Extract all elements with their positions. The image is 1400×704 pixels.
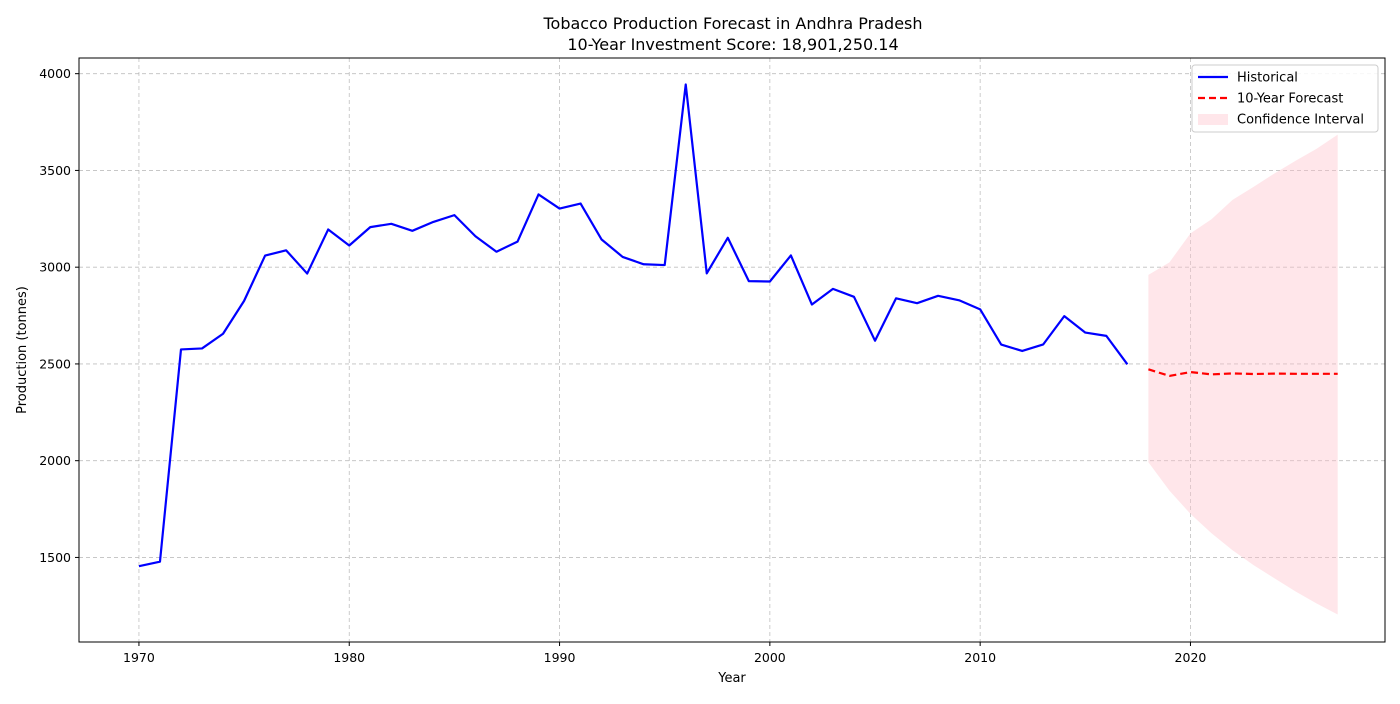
plot-data xyxy=(138,83,1338,615)
y-tick-label: 2500 xyxy=(39,356,71,371)
axes: 1970 1980 1990 2000 2010 2020 1500 2000 2500 3000… xyxy=(39,57,1386,665)
y-axis-label: Production (tonnes) xyxy=(15,286,30,414)
x-tick-label: 1990 xyxy=(544,650,576,665)
confidence-interval-band xyxy=(1148,134,1338,615)
legend: Historical 10-Year Forecast Confidence Int… xyxy=(1191,64,1379,133)
legend-item-confidence-interval-swatch xyxy=(1198,114,1228,125)
legend-item-confidence-interval-label: Confidence Interval xyxy=(1237,113,1364,128)
y-tick-label: 1500 xyxy=(39,550,71,565)
grid xyxy=(79,58,1385,642)
plot-frame xyxy=(78,57,1386,643)
chart-title: Tobacco Production Forecast in Andhra Pr… xyxy=(542,14,922,33)
legend-item-forecast-label: 10-Year Forecast xyxy=(1237,92,1343,107)
x-axis-label: Year xyxy=(717,671,746,686)
legend-box xyxy=(1191,64,1379,133)
y-tick-label: 2000 xyxy=(39,453,71,468)
chart-subtitle: 10-Year Investment Score: 18,901,250.14 xyxy=(567,35,898,54)
y-tick-label: 3000 xyxy=(39,260,71,275)
x-tick-label: 2000 xyxy=(754,650,786,665)
legend-item-historical-label: Historical xyxy=(1237,71,1298,86)
historical-line xyxy=(138,83,1129,568)
x-tick-label: 2010 xyxy=(964,650,996,665)
x-tick-label: 2020 xyxy=(1175,650,1207,665)
x-tick-label: 1980 xyxy=(333,650,365,665)
x-tick-label: 1970 xyxy=(123,650,155,665)
y-tick-label: 3500 xyxy=(39,163,71,178)
forecast-line xyxy=(1148,368,1338,378)
y-tick-label: 4000 xyxy=(39,66,71,81)
